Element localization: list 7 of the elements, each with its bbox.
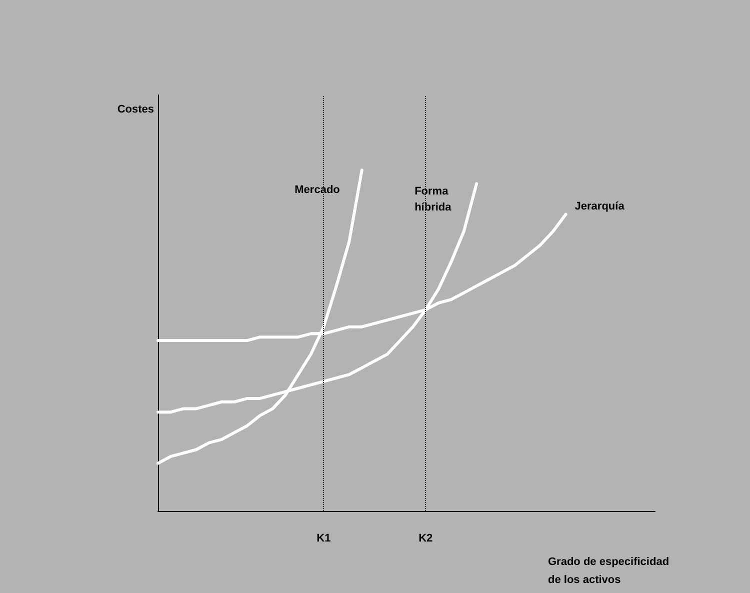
- x-tick-label: K1: [316, 532, 331, 544]
- series-label: Mercado: [294, 184, 340, 196]
- series-label: Forma híbrida: [414, 186, 452, 214]
- y-axis-title: Costes: [117, 104, 154, 116]
- series-label: Jerarquía: [574, 200, 626, 212]
- x-tick-label: K2: [418, 532, 433, 544]
- x-axis-title: Grado de especificidad de los activos: [548, 556, 670, 586]
